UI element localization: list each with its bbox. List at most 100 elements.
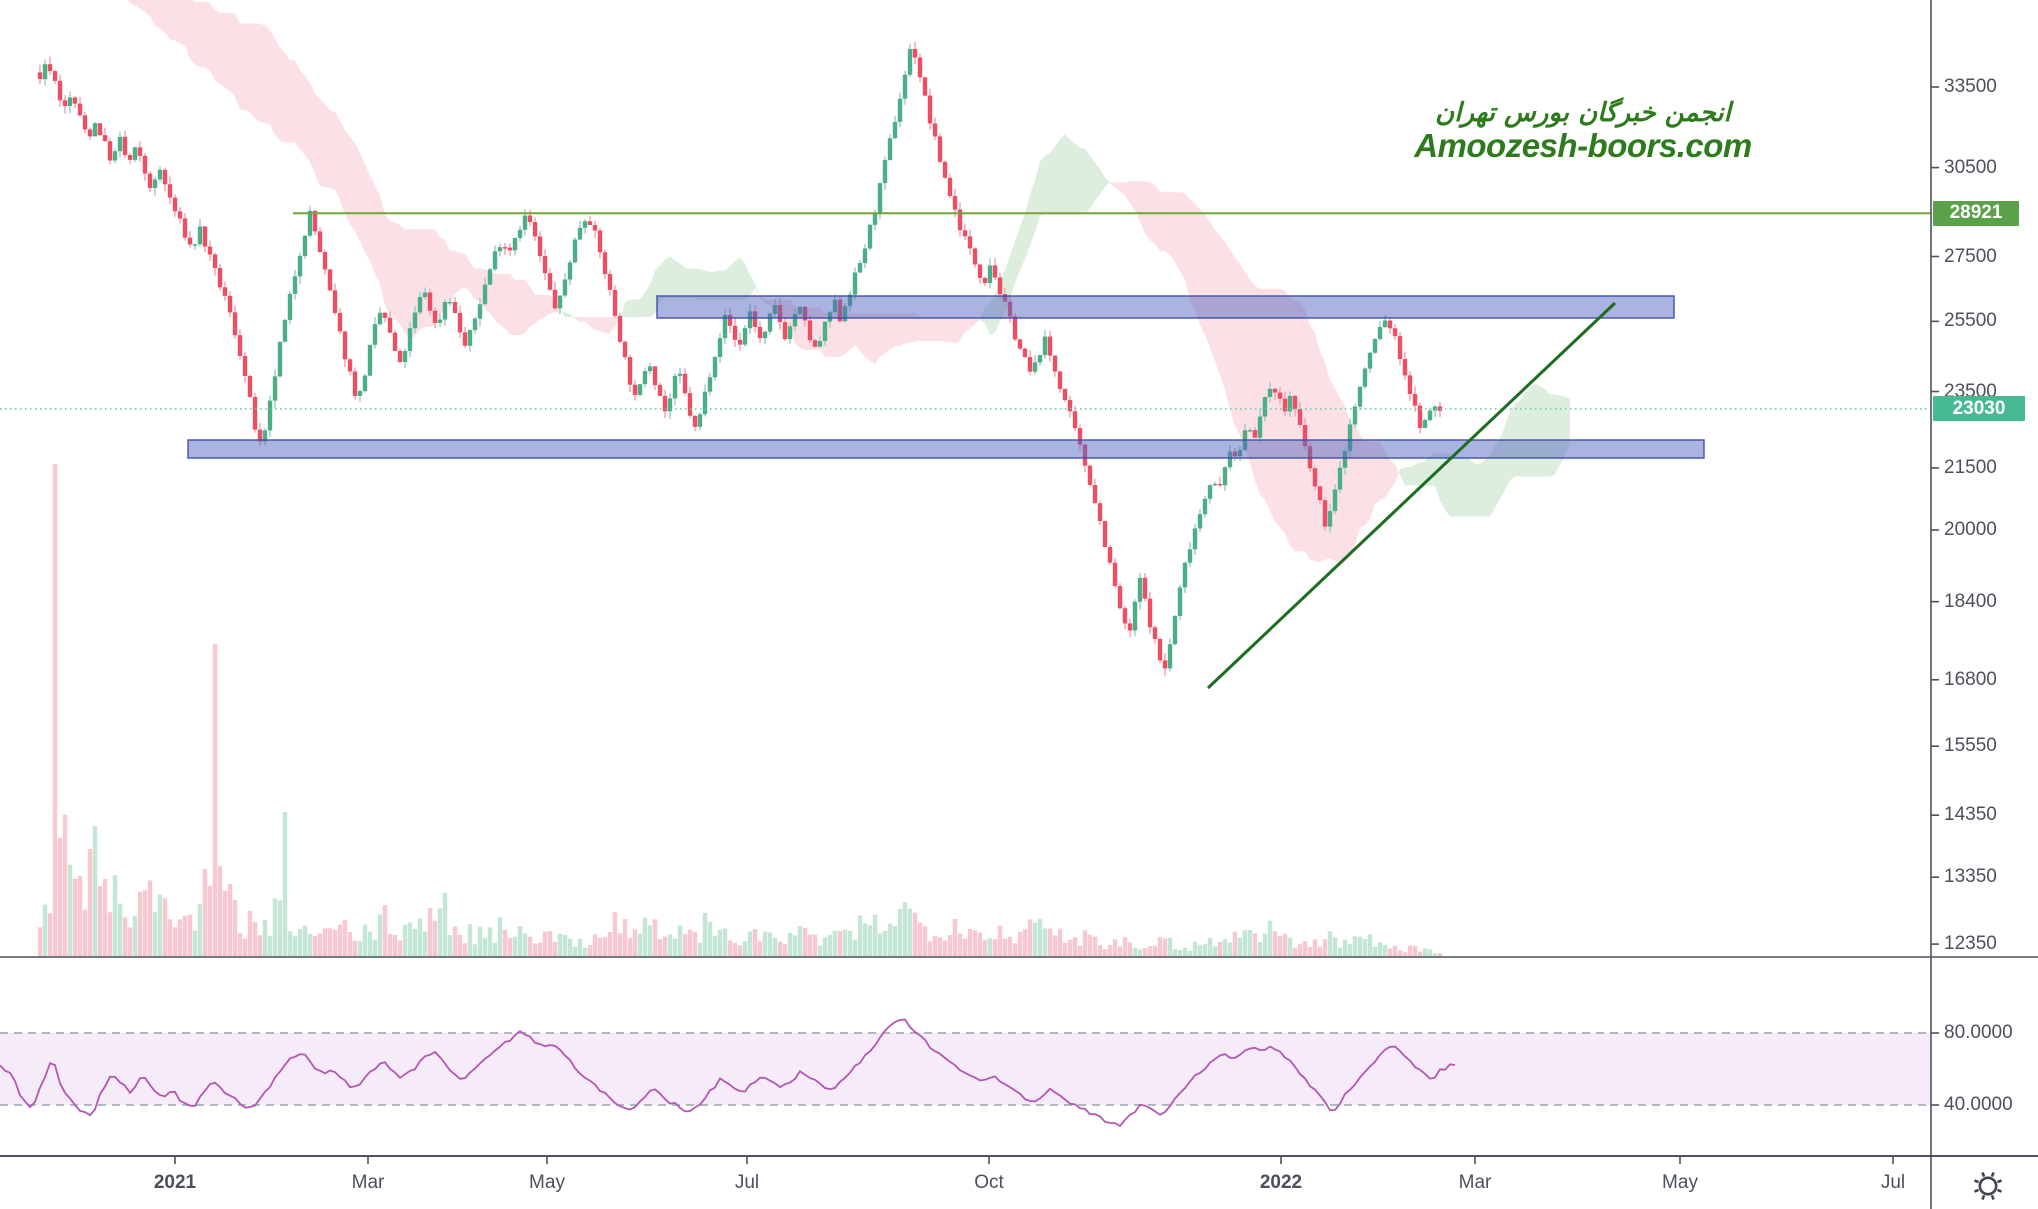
volume-bar xyxy=(1402,952,1408,957)
volume-bar xyxy=(122,917,128,957)
volume-bar xyxy=(442,892,448,957)
volume-bar xyxy=(627,937,633,957)
volume-bar xyxy=(872,914,878,957)
volume-bar xyxy=(77,876,83,957)
volume-bar xyxy=(572,946,578,957)
volume-bar xyxy=(272,898,278,957)
supply-demand-zone xyxy=(656,295,1675,319)
volume-bar xyxy=(1317,946,1323,957)
volume-bar xyxy=(1432,953,1438,957)
volume-bar xyxy=(402,924,408,957)
volume-bar xyxy=(1357,936,1363,957)
volume-bar xyxy=(812,934,818,957)
volume-bar xyxy=(1047,928,1053,957)
volume-bar xyxy=(582,947,588,957)
volume-bar xyxy=(1412,946,1418,957)
volume-bar xyxy=(282,812,288,957)
volume-bar xyxy=(462,943,468,957)
volume-bar xyxy=(1322,939,1328,957)
volume-bar xyxy=(827,934,833,957)
volume-bar xyxy=(162,898,168,957)
volume-bar xyxy=(157,894,163,957)
volume-bar xyxy=(352,940,358,957)
volume-bar xyxy=(142,890,148,957)
volume-bar xyxy=(367,931,373,957)
volume-bar xyxy=(1157,936,1163,957)
time-tick-label: Mar xyxy=(351,1172,385,1193)
volume-bar xyxy=(1172,949,1178,957)
volume-bar xyxy=(172,927,178,957)
volume-bar xyxy=(832,930,838,957)
volume-bar xyxy=(57,837,63,957)
price-tick-label: 27500 xyxy=(1944,245,1997,267)
volume-bar xyxy=(987,938,993,957)
oscillator-band xyxy=(0,1033,1931,1105)
volume-bar xyxy=(697,942,703,957)
trendline xyxy=(1206,301,1617,690)
volume-bar xyxy=(322,928,328,957)
volume-bar xyxy=(967,929,973,957)
volume-bar xyxy=(1017,931,1023,957)
volume-bar xyxy=(537,942,543,957)
volume-bar xyxy=(1062,942,1068,957)
volume-bar xyxy=(127,927,133,957)
time-tick-label: Jul xyxy=(1880,1172,1906,1193)
volume-bar xyxy=(507,937,513,957)
volume-bar xyxy=(1247,929,1253,957)
volume-bar xyxy=(222,890,228,957)
volume-bar xyxy=(1097,945,1103,957)
volume-bar xyxy=(907,908,913,957)
volume-bar xyxy=(232,900,238,957)
volume-bar xyxy=(947,935,953,957)
volume-bar xyxy=(332,929,338,957)
volume-bar xyxy=(617,933,623,957)
volume-bar xyxy=(1012,943,1018,957)
volume-bar xyxy=(747,931,753,957)
volume-bar xyxy=(1032,922,1038,957)
supply-demand-zone xyxy=(187,439,1705,459)
volume-bar xyxy=(877,933,883,957)
volume-bar xyxy=(262,919,268,957)
volume-bars xyxy=(37,464,1443,957)
volume-bar xyxy=(487,927,493,957)
volume-bar xyxy=(1417,951,1423,957)
volume-bar xyxy=(337,924,343,957)
volume-bar xyxy=(1407,945,1413,957)
volume-bar xyxy=(632,929,638,957)
settings-gear-icon[interactable] xyxy=(1966,1165,2010,1209)
volume-bar xyxy=(652,919,658,957)
volume-bar xyxy=(377,914,383,957)
volume-bar xyxy=(1337,947,1343,957)
volume-bar xyxy=(917,922,923,957)
volume-bar xyxy=(237,932,243,957)
volume-bar xyxy=(277,900,283,957)
volume-bar xyxy=(992,939,998,957)
volume-bar xyxy=(47,913,53,957)
volume-bar xyxy=(267,936,273,957)
volume-bar xyxy=(307,934,313,957)
volume-bar xyxy=(1372,946,1378,957)
volume-bar xyxy=(777,941,783,957)
volume-bar xyxy=(742,941,748,957)
volume-bar xyxy=(1197,944,1203,957)
volume-bar xyxy=(532,943,538,957)
volume-bar xyxy=(1102,949,1108,957)
volume-bar xyxy=(1327,931,1333,957)
volume-bar xyxy=(1362,938,1368,957)
volume-bar xyxy=(1377,942,1383,957)
volume-bar xyxy=(482,937,488,957)
volume-bar xyxy=(757,941,763,957)
volume-bar xyxy=(527,936,533,957)
volume-bar xyxy=(937,937,943,957)
volume-bar xyxy=(1072,937,1078,957)
volume-bar xyxy=(1027,919,1033,957)
volume-bar xyxy=(1132,947,1138,957)
volume-bar xyxy=(1042,928,1048,957)
volume-bar xyxy=(1272,931,1278,957)
volume-bar xyxy=(562,934,568,957)
volume-bar xyxy=(602,937,608,957)
volume-bar xyxy=(1257,942,1263,957)
price-tick-label: 30500 xyxy=(1944,156,1997,178)
